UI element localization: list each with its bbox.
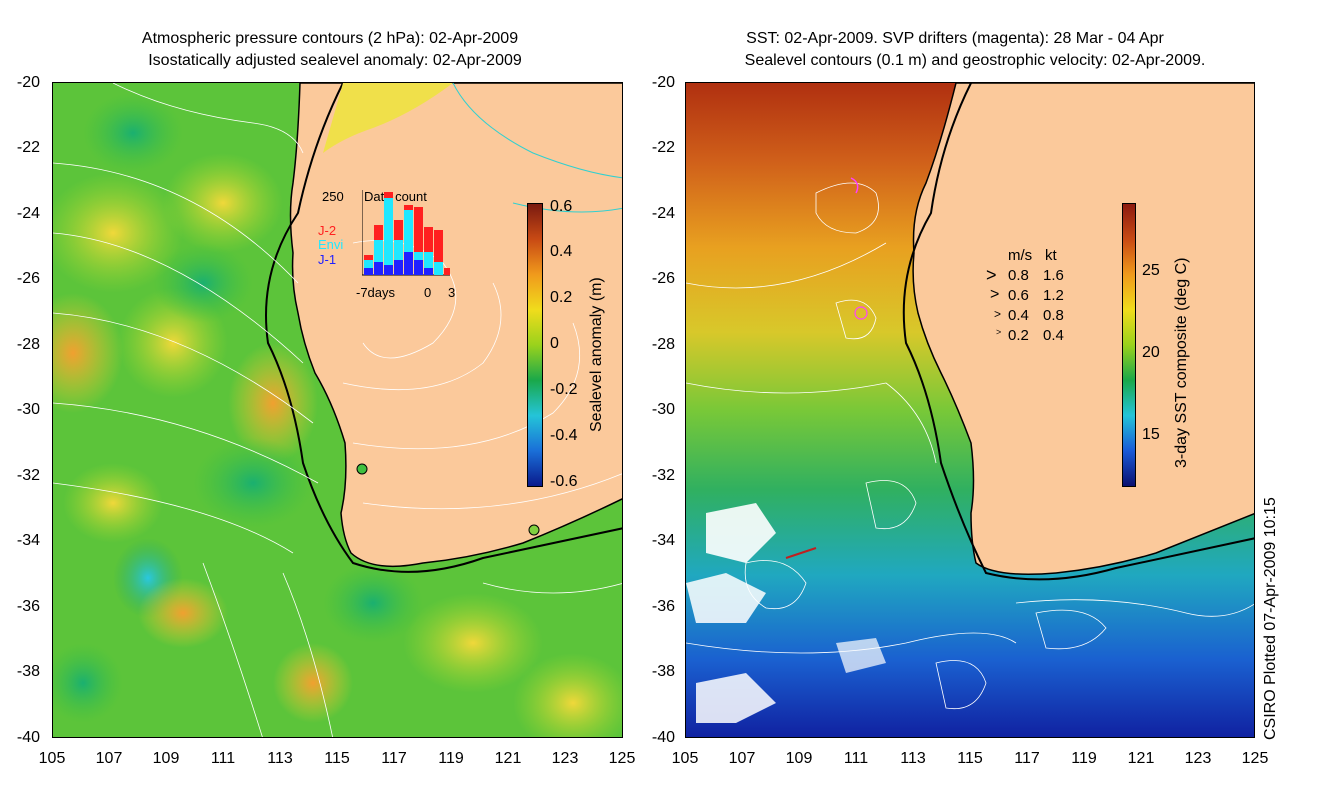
velocity-arrow-0.6-icon: >: [990, 286, 1000, 303]
data-count-inset: 250 Data count J-2 Envi J-1 -7days 0 3: [312, 185, 462, 305]
credit-label: CSIRO Plotted 07-Apr-2009 10:15: [1262, 497, 1279, 740]
sst-colorbar: [1122, 203, 1136, 487]
left-x-tick: 125: [608, 750, 636, 767]
sealevel-cb-tick-neg0.6: -0.6: [550, 473, 578, 490]
left-x-tick: 109: [152, 750, 180, 767]
velocity-ms-0.4: 0.4: [1008, 307, 1029, 324]
left-y-tick: -38: [16, 663, 40, 680]
right-x-tick: 123: [1184, 750, 1212, 767]
velocity-ms-0.6: 0.6: [1008, 287, 1029, 304]
velocity-arrow-0.4-icon: >: [994, 307, 1002, 321]
left-title-line2: Isostatically adjusted sealevel anomaly:…: [148, 52, 522, 69]
left-title-line1: Atmospheric pressure contours (2 hPa): 0…: [141, 30, 519, 47]
right-x-tick: 113: [900, 750, 926, 767]
right-x-tick: 109: [785, 750, 813, 767]
sealevel-cb-tick-0.4: 0.4: [550, 243, 573, 260]
inset-x-label-end: 3: [448, 285, 456, 300]
right-y-tick: -26: [651, 270, 675, 287]
right-y-tick: -34: [651, 532, 675, 549]
right-y-tick: -38: [651, 663, 675, 680]
sst-cb-tick-25: 25: [1142, 262, 1160, 279]
right-x-tick: 125: [1241, 750, 1269, 767]
right-x-tick: 105: [671, 750, 699, 767]
sst-cb-tick-20: 20: [1142, 344, 1160, 361]
right-x-tick: 107: [728, 750, 756, 767]
left-x-tick: 111: [210, 750, 236, 767]
left-x-tick: 113: [267, 750, 293, 767]
right-x-tick: 121: [1127, 750, 1155, 767]
left-x-tick: 123: [551, 750, 579, 767]
sst-cb-tick-15: 15: [1142, 426, 1160, 443]
sealevel-cb-tick-0.6: 0.6: [550, 198, 573, 215]
left-y-tick: -30: [16, 401, 40, 418]
left-x-tick: 107: [95, 750, 123, 767]
inset-legend-j1: J-1: [318, 252, 337, 267]
left-y-tick: -40: [16, 729, 40, 746]
velocity-arrow-0.8-icon: >: [986, 265, 997, 285]
left-x-tick: 121: [494, 750, 522, 767]
inset-histogram: [362, 190, 450, 276]
right-y-tick: -32: [651, 467, 675, 484]
velocity-arrow-0.2-icon: >: [996, 327, 1002, 337]
left-x-tick: 119: [438, 750, 464, 767]
right-y-tick: -40: [651, 729, 675, 746]
sealevel-cb-tick-0.2: 0.2: [550, 289, 573, 306]
inset-x-label-zero: 0: [424, 285, 432, 300]
sealevel-cb-tick-0: 0: [550, 335, 559, 352]
right-x-tick: 119: [1071, 750, 1097, 767]
left-y-tick: -36: [16, 598, 40, 615]
inset-count-label: 250: [322, 189, 344, 204]
velocity-legend: m/s kt > 0.8 1.6 > 0.6 1.2 > 0.4 0.8 > 0…: [986, 245, 1080, 350]
left-x-tick: 105: [38, 750, 66, 767]
right-x-tick: 117: [1014, 750, 1040, 767]
left-y-tick: -24: [16, 205, 40, 222]
left-y-tick: -22: [16, 139, 40, 156]
left-y-tick: -34: [16, 532, 40, 549]
velocity-kt-1.2: 1.2: [1043, 287, 1064, 304]
sst-colorbar-label: 3-day SST composite (deg C): [1173, 257, 1190, 468]
right-y-tick: -24: [651, 205, 675, 222]
left-y-tick: -28: [16, 336, 40, 353]
right-title-line1: SST: 02-Apr-2009. SVP drifters (magenta)…: [746, 30, 1164, 47]
left-x-tick: 117: [381, 750, 407, 767]
right-title-line2: Sealevel contours (0.1 m) and geostrophi…: [744, 52, 1206, 69]
inset-title: Data count: [364, 189, 427, 204]
inset-legend-j2: J-2: [318, 223, 337, 238]
velocity-legend-header-ms: m/s: [1008, 247, 1033, 264]
velocity-ms-0.8: 0.8: [1008, 267, 1029, 284]
sealevel-colorbar: [527, 203, 543, 487]
left-y-tick: -20: [16, 74, 40, 91]
australia-land-right: [912, 83, 1254, 575]
left-y-tick: -26: [16, 270, 40, 287]
right-y-tick: -22: [651, 139, 675, 156]
left-y-tick: -32: [16, 467, 40, 484]
right-x-tick: 115: [957, 750, 983, 767]
sealevel-cb-tick-neg0.4: -0.4: [550, 427, 578, 444]
right-y-tick: -28: [651, 336, 675, 353]
inset-x-label-start: -7days: [356, 285, 396, 300]
velocity-legend-header-kt: kt: [1045, 247, 1057, 264]
velocity-kt-0.8: 0.8: [1043, 307, 1064, 324]
right-y-tick: -36: [651, 598, 675, 615]
velocity-kt-1.6: 1.6: [1043, 267, 1064, 284]
sealevel-colorbar-label: Sealevel anomaly (m): [588, 277, 605, 432]
inset-legend-envi: Envi: [318, 237, 344, 252]
sst-map: [685, 82, 1255, 738]
right-x-tick: 111: [843, 750, 869, 767]
sealevel-cb-tick-neg0.2: -0.2: [550, 381, 578, 398]
left-x-tick: 115: [324, 750, 350, 767]
velocity-ms-0.2: 0.2: [1008, 327, 1029, 344]
right-y-tick: -20: [651, 74, 675, 91]
right-y-tick: -30: [651, 401, 675, 418]
velocity-kt-0.4: 0.4: [1043, 327, 1064, 344]
